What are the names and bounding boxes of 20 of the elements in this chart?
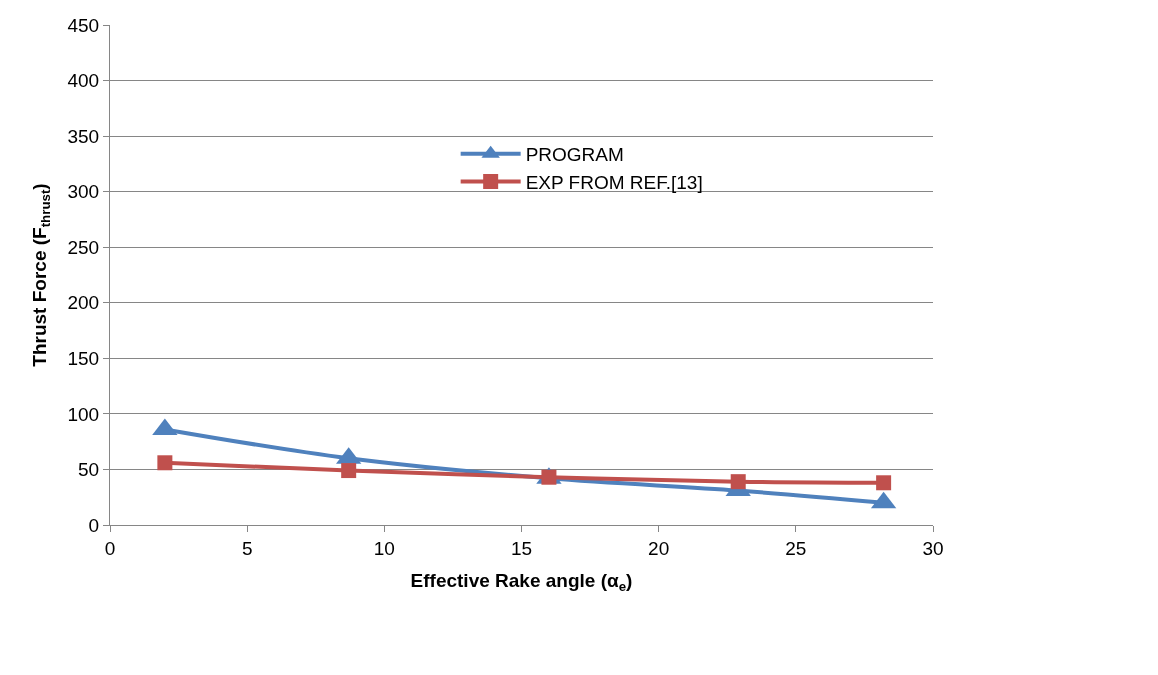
x-tick-label: 20 <box>648 537 670 559</box>
x-axis-title: Effective Rake angle (α$_{e}$) <box>410 569 633 594</box>
y-tick-label: 0 <box>88 514 100 536</box>
y-tick-label: 50 <box>78 459 100 481</box>
y-tick-label: 100 <box>67 403 100 425</box>
x-tick-label: 30 <box>922 537 944 559</box>
y-tick-label: 350 <box>67 125 100 147</box>
x-tick-label: 5 <box>241 537 253 559</box>
x-tick-label: 15 <box>510 537 533 559</box>
y-tick-label: 450 <box>67 14 100 36</box>
y-tick-label: 250 <box>67 236 100 258</box>
x-tick-label: 25 <box>785 537 807 559</box>
y-tick-label: 150 <box>67 347 100 369</box>
y-tick-label: 200 <box>67 292 100 314</box>
y-tick-label: 300 <box>67 181 100 203</box>
y-tick-label: 400 <box>67 70 100 92</box>
x-tick-label: 0 <box>104 537 116 559</box>
legend-label: EXP FROM REF.[13] <box>525 171 703 193</box>
legend-label: PROGRAM <box>525 144 624 166</box>
x-tick-label: 10 <box>373 537 395 559</box>
